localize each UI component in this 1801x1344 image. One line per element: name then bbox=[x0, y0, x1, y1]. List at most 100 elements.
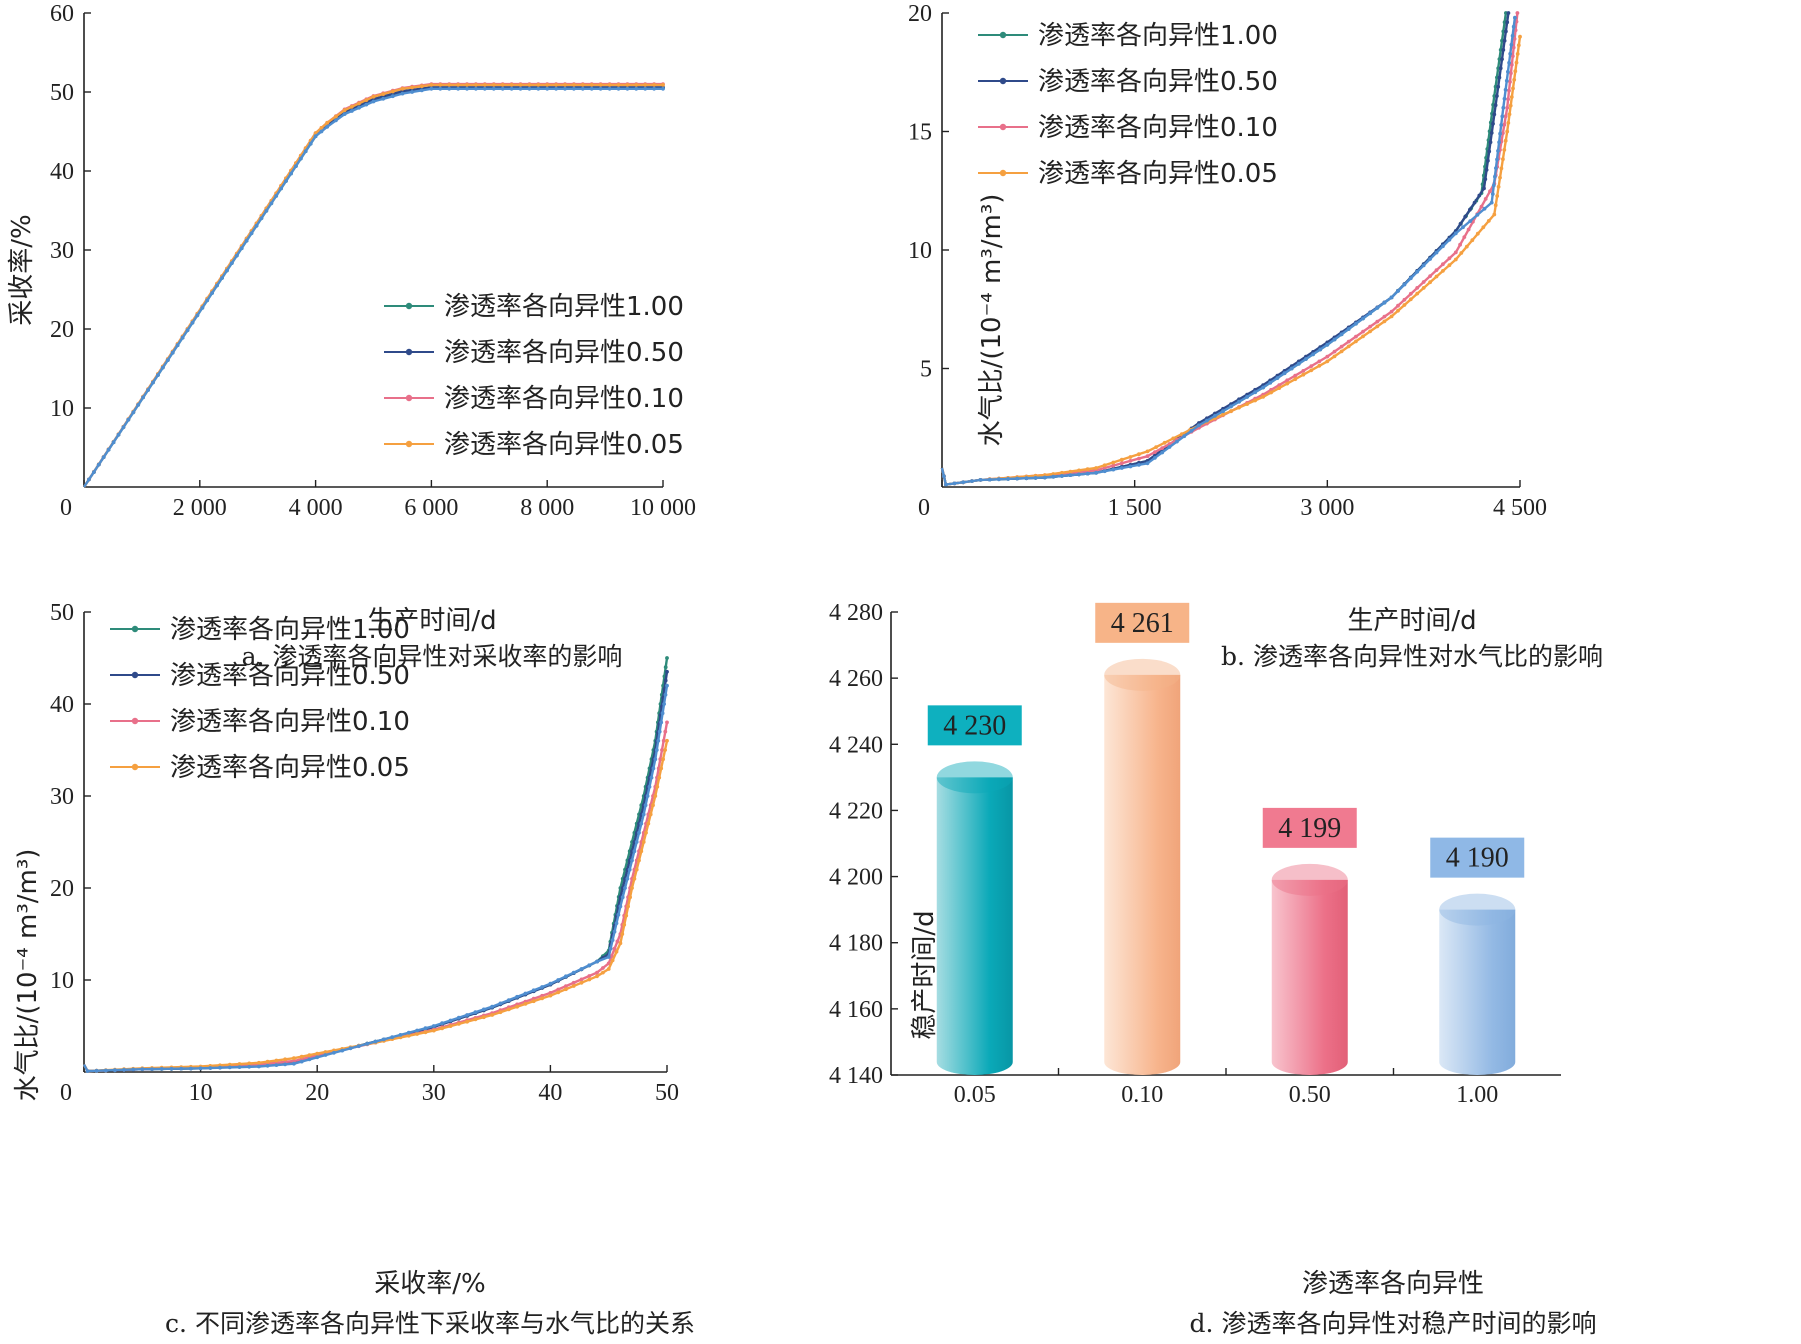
data-point bbox=[456, 1015, 461, 1020]
data-point bbox=[1382, 319, 1387, 324]
data-point bbox=[440, 1026, 444, 1031]
panel-c-ylabel: 水气比/(10⁻⁴ m³/m³) bbox=[13, 849, 43, 1102]
data-point bbox=[364, 98, 369, 102]
data-point bbox=[307, 1057, 312, 1062]
value-label-box bbox=[1095, 602, 1190, 643]
data-point bbox=[116, 432, 121, 437]
data-point bbox=[1486, 219, 1491, 223]
data-point bbox=[1160, 446, 1165, 450]
data-point bbox=[564, 974, 568, 979]
data-point bbox=[518, 83, 523, 87]
y-tick-label: 20 bbox=[908, 1, 932, 27]
data-point bbox=[1498, 66, 1503, 71]
data-point bbox=[646, 821, 651, 826]
data-point bbox=[1368, 311, 1372, 316]
data-point bbox=[1382, 314, 1387, 319]
data-point bbox=[1484, 168, 1489, 172]
data-point bbox=[1459, 251, 1464, 255]
data-point bbox=[579, 977, 584, 982]
data-point bbox=[447, 86, 452, 91]
legend-label: 渗透率各向异性0.50 bbox=[1038, 67, 1278, 97]
data-point bbox=[1051, 474, 1056, 479]
data-point bbox=[536, 83, 541, 87]
value-label-box bbox=[1430, 837, 1525, 878]
data-point bbox=[540, 996, 544, 1001]
data-point bbox=[1332, 337, 1337, 342]
data-point bbox=[1301, 369, 1306, 373]
data-point bbox=[987, 477, 992, 482]
data-point bbox=[1282, 371, 1287, 376]
data-point bbox=[630, 858, 634, 863]
legend-swatch-marker bbox=[405, 394, 413, 402]
data-point bbox=[465, 86, 469, 91]
data-point bbox=[1111, 463, 1116, 468]
y-tick-label: 40 bbox=[50, 159, 74, 185]
data-point bbox=[87, 477, 91, 482]
data-point bbox=[1489, 131, 1494, 135]
data-point bbox=[545, 86, 550, 91]
data-point bbox=[1293, 377, 1298, 382]
data-point bbox=[645, 794, 650, 798]
data-point bbox=[1428, 257, 1432, 261]
data-point bbox=[663, 748, 667, 752]
data-point bbox=[626, 904, 630, 909]
legend-swatch-marker bbox=[405, 348, 413, 356]
data-point bbox=[658, 757, 663, 762]
data-point bbox=[283, 1062, 287, 1067]
y-tick-label: 15 bbox=[908, 120, 932, 146]
x-tick-label: 0.05 bbox=[954, 1082, 996, 1108]
data-point bbox=[548, 991, 553, 995]
data-point bbox=[1483, 197, 1488, 201]
data-point bbox=[264, 209, 269, 213]
origin-tick-label: 0 bbox=[60, 495, 72, 521]
data-point bbox=[651, 766, 656, 771]
data-point bbox=[465, 1019, 469, 1024]
data-point bbox=[618, 941, 623, 946]
panel-b-ylabel: 水气比/(10⁻⁴ m³/m³) bbox=[977, 194, 1007, 447]
data-point bbox=[1128, 459, 1133, 463]
data-point bbox=[1515, 11, 1520, 15]
data-point bbox=[655, 784, 660, 789]
data-point bbox=[506, 998, 511, 1002]
data-point bbox=[1015, 476, 1020, 481]
data-point bbox=[643, 803, 648, 808]
data-point bbox=[292, 1059, 296, 1063]
data-point bbox=[1507, 112, 1512, 117]
value-label: 4 230 bbox=[943, 710, 1006, 741]
data-point bbox=[1085, 471, 1090, 476]
origin-tick-label: 0 bbox=[918, 495, 930, 521]
data-point bbox=[1285, 378, 1290, 383]
data-point bbox=[1229, 409, 1233, 414]
data-point bbox=[371, 94, 376, 99]
data-point bbox=[1361, 334, 1365, 339]
data-point bbox=[1504, 29, 1508, 34]
data-point bbox=[1339, 349, 1344, 354]
data-point bbox=[531, 988, 536, 993]
data-point bbox=[340, 1048, 345, 1053]
data-point bbox=[1509, 71, 1513, 76]
data-point bbox=[614, 949, 619, 954]
data-point bbox=[601, 966, 605, 970]
data-point bbox=[1508, 103, 1513, 108]
data-point bbox=[527, 83, 532, 87]
data-point bbox=[1119, 457, 1124, 462]
data-point bbox=[1077, 472, 1081, 477]
data-point bbox=[257, 1064, 261, 1069]
data-point bbox=[131, 410, 136, 415]
data-point bbox=[1119, 466, 1124, 470]
data-point bbox=[1494, 166, 1498, 171]
y-tick-label: 60 bbox=[50, 1, 74, 27]
data-point bbox=[628, 895, 632, 900]
data-point bbox=[571, 970, 576, 975]
data-point bbox=[616, 83, 621, 87]
data-point bbox=[1346, 344, 1351, 349]
data-point bbox=[1491, 183, 1496, 188]
data-point bbox=[348, 1046, 353, 1051]
data-point bbox=[571, 984, 576, 988]
data-point bbox=[563, 83, 567, 87]
data-point bbox=[1510, 54, 1515, 58]
data-point bbox=[663, 692, 668, 697]
data-point bbox=[656, 738, 661, 743]
data-point bbox=[1396, 308, 1400, 313]
data-point bbox=[284, 179, 288, 183]
